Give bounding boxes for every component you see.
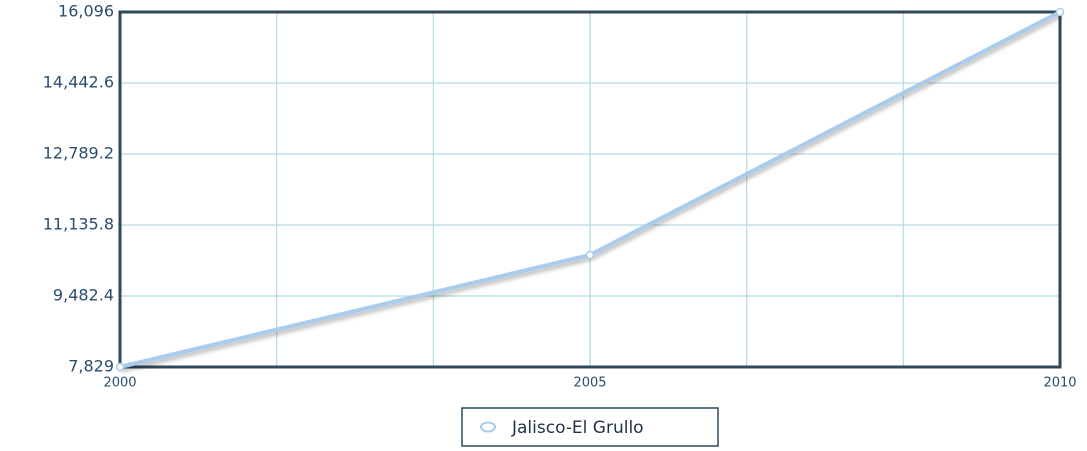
legend-label: Jalisco-El Grullo: [511, 418, 644, 438]
x-tick-label: 2005: [573, 376, 606, 391]
legend-marker: [480, 421, 496, 433]
plot-border: [118, 10, 1062, 369]
y-tick-label: 16,096: [58, 2, 114, 21]
y-tick-label: 11,135.8: [43, 215, 114, 234]
legend: Jalisco-El Grullo: [461, 407, 719, 447]
y-tick-label: 12,789.2: [43, 144, 114, 163]
y-tick-label: 7,829: [68, 357, 114, 376]
y-tick-label: 9,482.4: [53, 286, 114, 305]
legend-box: [461, 407, 719, 447]
y-tick-label: 14,442.6: [43, 73, 114, 92]
point: [585, 250, 595, 260]
point: [1055, 7, 1065, 17]
point: [115, 362, 125, 372]
x-tick-label: 2010: [1043, 376, 1076, 391]
x-tick-label: 2000: [103, 376, 136, 391]
